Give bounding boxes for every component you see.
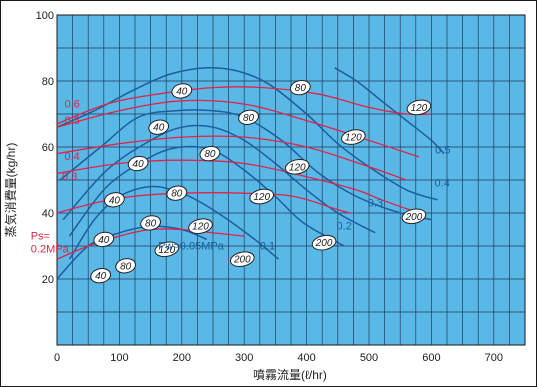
y-tick-label: 100	[36, 10, 54, 22]
flow-marker-label: 120	[345, 133, 362, 144]
blue-pressure-label: 0.4	[435, 178, 450, 190]
flow-marker-oval	[154, 241, 180, 258]
flow-marker-oval	[93, 231, 115, 248]
x-axis-label: 噴霧流量(ℓ/hr)	[253, 368, 327, 382]
y-tick-label: 40	[42, 208, 54, 220]
flow-marker-oval	[166, 185, 188, 201]
flow-marker-label: 40	[109, 195, 121, 206]
red-series-lines	[56, 86, 432, 260]
flow-marker-oval	[284, 159, 310, 175]
x-tick-label: 500	[360, 352, 378, 364]
blue-pressure-label: 0.3	[368, 197, 383, 209]
flow-marker-oval	[406, 99, 432, 116]
flow-marker-label: 120	[253, 192, 270, 203]
flow-marker-oval	[199, 145, 221, 162]
flow-marker-oval	[90, 268, 112, 284]
red-series-line	[56, 135, 407, 181]
flow-marker-label: 120	[411, 103, 428, 114]
flow-marker-label: 200	[405, 212, 423, 223]
flow-marker-oval	[238, 109, 259, 125]
flow-marker-oval	[289, 79, 311, 96]
y-tick-label: 60	[42, 142, 54, 154]
x-tick-label: 200	[173, 352, 191, 364]
blue-series-line	[62, 124, 376, 234]
flow-marker-label: 200	[315, 238, 333, 249]
y-tick-label: 20	[42, 274, 54, 286]
flow-marker-label: 80	[145, 218, 157, 229]
red-series-line	[56, 192, 351, 214]
x-tick-label: 300	[235, 352, 253, 364]
blue-series-line	[68, 185, 279, 260]
flow-marker-label: 200	[233, 255, 251, 266]
y-tick-label: 80	[42, 76, 54, 88]
flow-marker-oval	[188, 218, 213, 234]
red-pressure-label: Ps=	[31, 230, 50, 242]
blue-series-line	[334, 67, 445, 155]
flow-marker-oval	[229, 251, 255, 267]
flow-marker-label: 80	[171, 189, 183, 200]
pressure-annotations: Pw=0.05MPa 0.1 0.2 0.3 0.4 0.5 0.6 0.5 0.4 0.3 Ps=…	[31, 98, 451, 255]
red-pressure-label: 0.5	[64, 115, 79, 127]
x-tick-label: 600	[422, 352, 440, 364]
red-pressure-label: 0.3	[62, 171, 77, 183]
blue-pressure-label: Pw=0.05MPa	[158, 240, 225, 252]
flow-marker-label: 120	[192, 222, 209, 233]
flow-marker-label: 40	[153, 123, 165, 134]
flow-marker-label: 80	[295, 83, 307, 94]
red-series-line	[56, 99, 420, 158]
plot-border	[56, 14, 526, 346]
flow-markers: 40 80 120 200 40 80 120 200 40 80 120 200 40 80 120 40 8…	[90, 79, 432, 284]
x-tick-label: 100	[110, 352, 128, 364]
red-pressure-label: 0.4	[64, 151, 79, 163]
flow-marker-oval	[171, 83, 193, 99]
flow-marker-label: 80	[204, 149, 216, 160]
flow-marker-label: 40	[176, 86, 188, 97]
red-series-line	[56, 159, 420, 214]
flow-marker-label: 120	[289, 162, 306, 173]
flow-marker-label: 80	[120, 261, 132, 272]
blue-pressure-label: 0.1	[260, 240, 275, 252]
red-pressure-label: 0.6	[64, 98, 79, 110]
flow-marker-label: 80	[243, 113, 255, 124]
flow-marker-label: 120	[158, 245, 175, 256]
flow-marker-oval	[341, 129, 366, 145]
x-tick-label: 400	[297, 352, 315, 364]
axis-ticks: 0 100 200 300 400 500 600 700 20 40 60 80 100	[36, 10, 503, 364]
flow-marker-oval	[311, 234, 337, 251]
flow-marker-label: 40	[95, 271, 107, 282]
flow-marker-oval	[127, 155, 149, 172]
flow-marker-oval	[249, 188, 275, 205]
y-axis-label: 蒸気消費量(kg/hr)	[3, 143, 18, 238]
blue-pressure-label: 0.5	[435, 145, 450, 157]
flow-marker-label: 40	[133, 159, 145, 170]
flow-marker-oval	[148, 119, 170, 135]
flow-marker-oval	[140, 215, 161, 231]
x-tick-label: 700	[485, 352, 503, 364]
x-tick-label: 0	[54, 352, 60, 364]
blue-pressure-label: 0.2	[337, 221, 352, 233]
flow-marker-oval	[401, 208, 427, 225]
flow-marker-oval	[104, 192, 125, 208]
red-series-line	[56, 86, 432, 125]
red-pressure-label: 0.2MPa	[31, 244, 70, 256]
flow-marker-label: 40	[98, 235, 110, 246]
blue-series-line	[56, 66, 438, 201]
flow-marker-oval	[115, 258, 137, 274]
